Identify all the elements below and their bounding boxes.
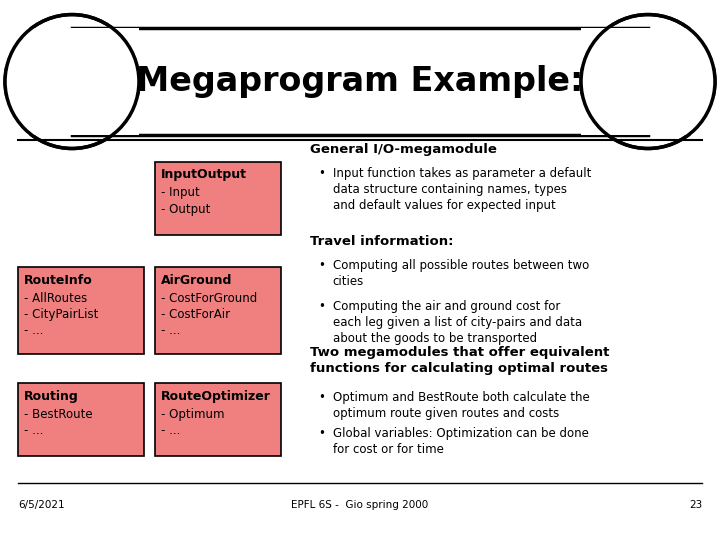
Text: - Optimum: - Optimum bbox=[161, 408, 224, 421]
Text: •: • bbox=[318, 259, 325, 272]
Text: •: • bbox=[318, 167, 325, 180]
Ellipse shape bbox=[5, 15, 139, 149]
Text: Computing all possible routes between two
cities: Computing all possible routes between tw… bbox=[333, 259, 589, 288]
FancyBboxPatch shape bbox=[155, 162, 281, 235]
Bar bbox=[5, 28, 139, 135]
Text: 6/5/2021: 6/5/2021 bbox=[18, 500, 65, 510]
Text: - ...: - ... bbox=[24, 424, 43, 437]
Text: 23: 23 bbox=[689, 500, 702, 510]
Text: Computing the air and ground cost for
each leg given a list of city-pairs and da: Computing the air and ground cost for ea… bbox=[333, 300, 582, 345]
Text: Input function takes as parameter a default
data structure containing names, typ: Input function takes as parameter a defa… bbox=[333, 167, 591, 212]
Text: - BestRoute: - BestRoute bbox=[24, 408, 92, 421]
FancyBboxPatch shape bbox=[155, 383, 281, 456]
Text: InputOutput: InputOutput bbox=[161, 168, 246, 181]
Text: •: • bbox=[318, 427, 325, 440]
Text: •: • bbox=[318, 300, 325, 313]
Text: RouteOptimizer: RouteOptimizer bbox=[161, 390, 271, 403]
Bar bbox=[581, 28, 715, 135]
Text: Routing: Routing bbox=[24, 390, 78, 403]
Text: EPFL 6S -  Gio spring 2000: EPFL 6S - Gio spring 2000 bbox=[292, 500, 428, 510]
Text: Megaprogram Example:: Megaprogram Example: bbox=[136, 65, 584, 98]
Text: - CityPairList: - CityPairList bbox=[24, 308, 98, 321]
Text: - Input: - Input bbox=[161, 186, 199, 199]
Ellipse shape bbox=[581, 15, 715, 149]
Text: - ...: - ... bbox=[161, 324, 180, 337]
FancyBboxPatch shape bbox=[18, 267, 144, 354]
Text: Global variables: Optimization can be done
for cost or for time: Global variables: Optimization can be do… bbox=[333, 427, 588, 456]
Text: Two megamodules that offer equivalent
functions for calculating optimal routes: Two megamodules that offer equivalent fu… bbox=[310, 346, 609, 375]
Text: •: • bbox=[318, 392, 325, 404]
Bar bbox=[72, 28, 648, 135]
Text: - Output: - Output bbox=[161, 202, 210, 215]
FancyBboxPatch shape bbox=[18, 383, 144, 456]
Text: Travel information:: Travel information: bbox=[310, 235, 453, 248]
Text: General I/O-megamodule: General I/O-megamodule bbox=[310, 143, 497, 156]
FancyBboxPatch shape bbox=[155, 267, 281, 354]
Text: - ...: - ... bbox=[161, 424, 180, 437]
Text: - CostForAir: - CostForAir bbox=[161, 308, 230, 321]
Text: - ...: - ... bbox=[24, 324, 43, 337]
Text: Optimum and BestRoute both calculate the
optimum route given routes and costs: Optimum and BestRoute both calculate the… bbox=[333, 392, 590, 421]
Text: AirGround: AirGround bbox=[161, 274, 232, 287]
Text: - AllRoutes: - AllRoutes bbox=[24, 292, 87, 305]
Text: - CostForGround: - CostForGround bbox=[161, 292, 257, 305]
Text: RouteInfo: RouteInfo bbox=[24, 274, 92, 287]
